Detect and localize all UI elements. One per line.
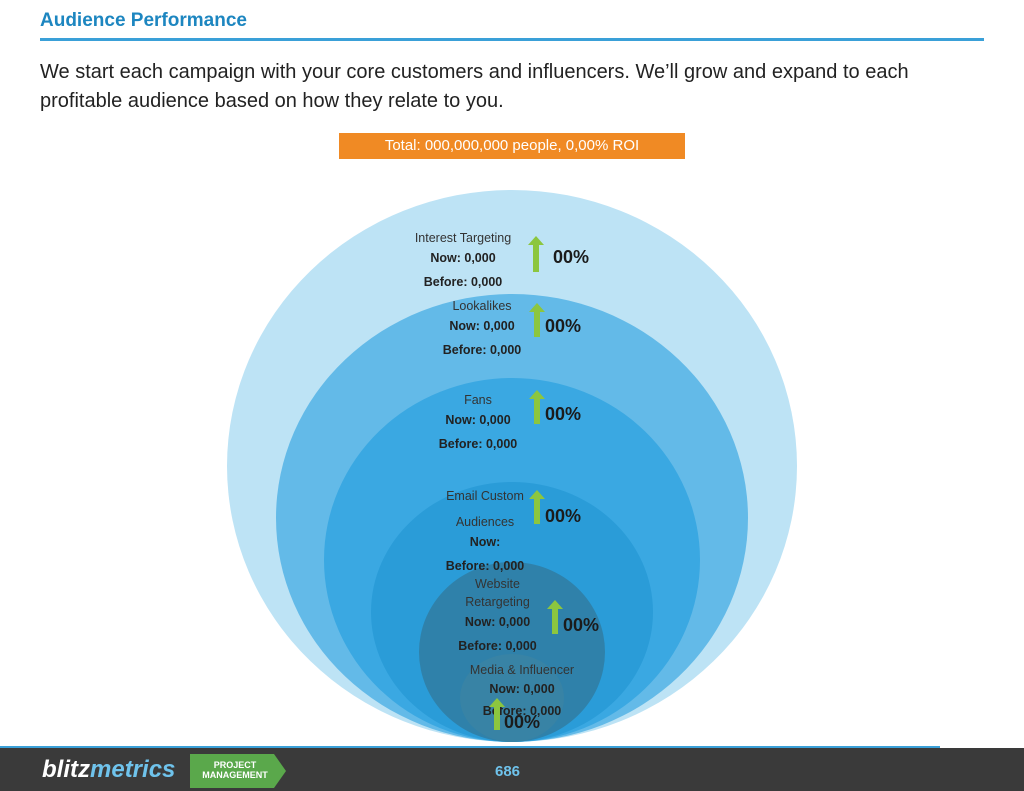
segment-change: 00% xyxy=(553,247,590,267)
segment-change: 00% xyxy=(563,615,600,635)
segment-name: Fans xyxy=(464,393,492,407)
badge-text: PROJECT MANAGEMENT xyxy=(202,760,268,780)
segment-name-line1: Website xyxy=(475,577,520,591)
segment-website-retargeting: Website Retargeting Now: 0,000 Before: 0… xyxy=(440,576,555,658)
page-title: Audience Performance xyxy=(40,10,247,31)
segment-now: Now: 0,000 xyxy=(445,413,511,427)
segment-before: Before: 0,000 xyxy=(423,275,503,289)
up-arrow-icon xyxy=(547,600,563,634)
segment-email-custom-audiences: Email Custom Audiences Now: Before: 0,00… xyxy=(425,488,545,578)
footer-divider xyxy=(0,746,940,749)
segment-now: Now: xyxy=(469,535,501,549)
segment-before: Before: 0,000 xyxy=(445,559,525,573)
segment-interest-targeting: Interest Targeting Now: 0,000 Before: 0,… xyxy=(398,230,528,294)
segment-change: 00% xyxy=(545,316,582,336)
segment-now: Now: 0,000 xyxy=(464,615,531,629)
segment-change: 00% xyxy=(504,712,541,732)
ring-media-influencer xyxy=(460,654,564,742)
segment-fans: Fans Now: 0,000 Before: 0,000 xyxy=(418,392,538,456)
up-arrow-icon xyxy=(489,698,505,730)
up-arrow-icon xyxy=(528,236,544,272)
project-management-badge xyxy=(190,754,286,788)
up-arrow-icon xyxy=(529,490,545,524)
segment-media-influencer: Media & Influencer Now: 0,000 Before: 0,… xyxy=(457,662,587,722)
segment-before: Before: 0,000 xyxy=(438,437,518,451)
up-arrow-icon xyxy=(529,303,545,337)
segment-name-line2: Retargeting xyxy=(465,595,530,609)
segment-name: Interest Targeting xyxy=(414,231,512,245)
segment-now: Now: 0,000 xyxy=(430,251,496,265)
page-number: 686 xyxy=(495,763,521,780)
up-arrow-icon xyxy=(529,390,545,424)
segment-name-line2: Audiences xyxy=(455,515,515,529)
title-divider xyxy=(40,38,984,41)
segment-now: Now: 0,000 xyxy=(449,319,515,333)
intro-text: We start each campaign with your core cu… xyxy=(40,61,909,112)
segment-lookalikes: Lookalikes Now: 0,000 Before: 0,000 xyxy=(422,298,542,362)
segment-name-line1: Email Custom xyxy=(446,489,524,503)
total-banner: Total: 000,000,000 people, 0,00% ROI xyxy=(339,133,685,159)
segment-before: Before: 0,000 xyxy=(482,704,562,718)
segment-now: Now: 0,000 xyxy=(489,682,555,696)
segment-before: Before: 0,000 xyxy=(458,639,537,653)
segment-before: Before: 0,000 xyxy=(442,343,522,357)
blitzmetrics-logo: blitzmetrics xyxy=(42,756,176,783)
footer-bar xyxy=(0,748,1024,791)
segment-name: Media & Influencer xyxy=(469,663,575,677)
segment-change: 00% xyxy=(545,404,582,424)
segment-change: 00% xyxy=(545,506,582,526)
segment-name: Lookalikes xyxy=(452,299,512,313)
